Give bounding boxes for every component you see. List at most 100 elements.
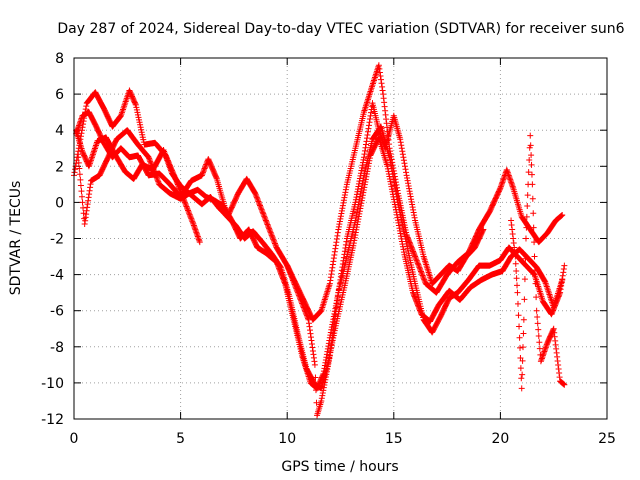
data-point bbox=[415, 303, 422, 310]
data-point bbox=[426, 272, 433, 279]
data-point bbox=[407, 193, 414, 200]
data-point bbox=[516, 323, 523, 330]
y-tick-label: 8 bbox=[55, 51, 64, 67]
data-point bbox=[261, 213, 268, 220]
data-point bbox=[182, 202, 189, 209]
data-point bbox=[71, 169, 78, 176]
data-point bbox=[326, 282, 333, 289]
data-point bbox=[299, 300, 306, 307]
data-series-track-6 bbox=[508, 132, 568, 392]
data-point bbox=[320, 299, 327, 306]
data-point bbox=[255, 198, 262, 205]
data-point bbox=[342, 241, 349, 248]
data-point bbox=[265, 222, 272, 229]
data-point bbox=[359, 159, 366, 166]
data-point bbox=[511, 249, 518, 256]
y-tick-label: 2 bbox=[55, 159, 64, 175]
data-point bbox=[362, 141, 369, 148]
data-point bbox=[545, 288, 552, 295]
data-point bbox=[357, 205, 364, 212]
data-point bbox=[368, 83, 375, 90]
data-point bbox=[391, 201, 398, 208]
data-point bbox=[354, 186, 361, 193]
data-point bbox=[396, 225, 403, 232]
data-point bbox=[386, 173, 393, 180]
data-point bbox=[284, 262, 291, 269]
data-point bbox=[289, 276, 296, 283]
data-point bbox=[415, 302, 422, 309]
data-point bbox=[357, 172, 364, 179]
data-point bbox=[365, 160, 372, 167]
data-point bbox=[406, 185, 413, 192]
data-point bbox=[252, 191, 259, 198]
data-point bbox=[362, 176, 369, 183]
data-point bbox=[527, 132, 534, 139]
data-point bbox=[199, 170, 206, 177]
data-point bbox=[85, 163, 92, 170]
data-point bbox=[364, 131, 371, 138]
data-point bbox=[267, 229, 274, 236]
data-point bbox=[335, 289, 342, 296]
data-point bbox=[341, 248, 348, 255]
data-point bbox=[403, 169, 410, 176]
data-point bbox=[410, 248, 417, 255]
data-point bbox=[366, 116, 373, 123]
data-point bbox=[546, 293, 553, 300]
data-point bbox=[323, 291, 330, 298]
data-point bbox=[510, 240, 517, 247]
data-point bbox=[296, 293, 303, 300]
data-point bbox=[338, 210, 345, 217]
data-point bbox=[272, 241, 279, 248]
data-point bbox=[364, 128, 371, 135]
data-point bbox=[196, 239, 203, 246]
data-point bbox=[359, 192, 366, 199]
data-point bbox=[405, 236, 412, 243]
data-point bbox=[189, 218, 196, 225]
data-point bbox=[514, 282, 521, 289]
data-point bbox=[366, 119, 373, 126]
data-point bbox=[288, 274, 295, 281]
data-point bbox=[168, 167, 175, 174]
data-point bbox=[519, 357, 526, 364]
data-point bbox=[331, 315, 338, 322]
data-point bbox=[414, 299, 421, 306]
data-point bbox=[335, 286, 342, 293]
data-point bbox=[312, 374, 319, 381]
data-point bbox=[412, 254, 419, 261]
data-point bbox=[543, 283, 550, 290]
data-point bbox=[183, 203, 190, 210]
data-point bbox=[322, 374, 329, 381]
data-point bbox=[359, 162, 366, 169]
data-point bbox=[331, 248, 338, 255]
x-tick-label: 5 bbox=[176, 431, 185, 447]
data-point bbox=[185, 208, 192, 215]
data-point bbox=[339, 264, 346, 271]
data-point bbox=[292, 282, 299, 289]
data-point bbox=[398, 145, 405, 152]
data-point bbox=[525, 169, 532, 176]
data-point bbox=[520, 316, 527, 323]
data-point bbox=[519, 344, 526, 351]
data-point bbox=[513, 275, 520, 282]
data-point bbox=[415, 263, 422, 270]
data-point bbox=[412, 297, 419, 304]
data-point bbox=[123, 95, 130, 102]
data-point bbox=[161, 149, 168, 156]
data-point bbox=[163, 154, 170, 161]
data-point bbox=[417, 268, 424, 275]
data-point bbox=[512, 260, 519, 267]
data-point bbox=[264, 221, 271, 228]
data-point bbox=[362, 104, 369, 111]
data-point bbox=[343, 184, 350, 191]
data-point bbox=[327, 349, 334, 356]
data-point bbox=[518, 375, 525, 382]
data-point bbox=[91, 145, 98, 152]
data-point bbox=[329, 330, 336, 337]
data-point bbox=[335, 223, 342, 230]
data-point bbox=[378, 76, 385, 83]
data-point bbox=[393, 211, 400, 218]
data-point bbox=[360, 154, 367, 161]
data-point bbox=[350, 240, 357, 247]
data-point bbox=[290, 278, 297, 285]
